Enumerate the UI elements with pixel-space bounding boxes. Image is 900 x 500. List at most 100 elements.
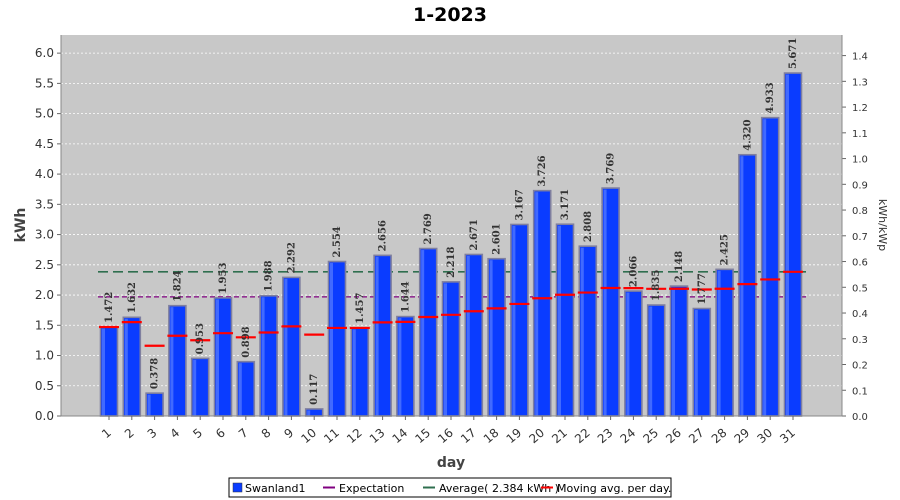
x-tick-label: 13: [367, 426, 388, 447]
data-label: 1.632: [127, 282, 138, 313]
data-label: 2.808: [583, 211, 594, 242]
data-label: 4.320: [742, 119, 753, 150]
bar-highlight: [512, 225, 516, 416]
x-tick-label: 9: [281, 426, 296, 442]
bar-highlight: [694, 310, 698, 416]
data-label: 2.656: [378, 220, 389, 251]
y2-tick-label: 0.4: [852, 309, 868, 320]
bar-highlight: [672, 287, 675, 416]
data-labels: 1.472 1.632 0.378 1.824 0.953 1.953 0.898 1.988…: [104, 38, 799, 405]
data-label: 2.218: [446, 247, 457, 278]
data-label: 5.671: [788, 38, 799, 69]
bar-highlight: [124, 318, 128, 416]
data-label: 3.171: [560, 189, 571, 220]
y2-tick-label: 0.0: [852, 412, 868, 423]
data-label: 1.953: [218, 263, 229, 294]
data-label: 4.933: [765, 82, 776, 113]
y2-tick-label: 0.7: [852, 232, 868, 243]
x-tick-label: 29: [732, 426, 753, 447]
y2-tick-label: 0.5: [852, 283, 868, 294]
y2-tick-label: 1.3: [852, 77, 868, 88]
bar-highlight: [398, 318, 402, 416]
y-tick-label: 5.0: [35, 107, 54, 121]
data-label: 0.953: [195, 323, 206, 354]
data-label: 2.671: [469, 219, 480, 250]
bar-highlight: [580, 247, 584, 416]
x-tick-label: 3: [145, 426, 160, 442]
data-label: 2.292: [286, 242, 297, 273]
x-tick-label: 20: [526, 426, 547, 447]
x-tick-label: 25: [640, 426, 661, 447]
bar-highlight: [284, 278, 288, 416]
x-tick-label: 19: [504, 426, 525, 447]
x-tick-label: 23: [595, 426, 616, 447]
data-label: 2.601: [492, 223, 503, 254]
x-tick-label: 12: [344, 426, 365, 447]
data-label: 2.148: [674, 251, 685, 282]
chart-title: 1-2023: [413, 4, 487, 26]
x-tick-label: 31: [777, 426, 798, 447]
x-tick-label: 17: [458, 426, 479, 447]
bar-highlight: [238, 363, 242, 416]
data-label: 0.898: [241, 326, 252, 357]
x-tick-label: 16: [435, 426, 456, 447]
bar-highlight: [375, 256, 379, 416]
legend-label: Average( 2.384 kWh ): [439, 482, 559, 495]
x-tick-label: 28: [709, 426, 730, 447]
y2-tick-label: 0.1: [852, 386, 868, 397]
bar-highlight: [444, 283, 447, 416]
data-label: 1.644: [400, 281, 411, 312]
y-tick-label: 4.5: [35, 137, 54, 151]
legend-swatch-swanland1: [232, 482, 243, 493]
x-tick-label: 24: [618, 426, 639, 447]
data-label: 0.378: [150, 358, 161, 389]
y2-tick-label: 0.3: [852, 335, 868, 346]
bar-highlight: [763, 119, 767, 416]
x-tick-label: 11: [321, 426, 342, 447]
data-label: 1.824: [172, 270, 183, 301]
bar-highlight: [558, 225, 561, 416]
y-tick-label: 3.5: [35, 197, 54, 211]
bar-highlight: [421, 250, 425, 416]
bar-highlight: [717, 270, 721, 416]
y2-tick-label: 1.1: [852, 129, 868, 140]
x-axis: 1 2 3 4 5 6 7 8 9 10 11 12 13 14 15 16 17 18 19 20 21 22 23 24 2…: [61, 415, 842, 447]
bar-highlight: [740, 156, 744, 416]
bar-highlight: [535, 192, 539, 416]
data-label: 3.769: [606, 153, 617, 184]
bars: [99, 72, 803, 417]
y2-tick-label: 0.8: [852, 206, 868, 217]
y2-tick-label: 1.4: [852, 52, 868, 63]
x-tick-label: 26: [663, 426, 684, 447]
x-tick-label: 8: [259, 426, 274, 442]
bar-highlight: [489, 260, 493, 416]
bar-highlight: [170, 307, 174, 416]
y2-axis-title: kWh/kWp: [876, 199, 889, 251]
y-tick-label: 3.0: [35, 228, 54, 242]
y-tick-label: 1.5: [35, 318, 54, 332]
legend-label: Swanland1: [245, 482, 305, 495]
y-axis-title: kWh: [13, 208, 29, 243]
data-label: 3.726: [537, 155, 548, 186]
x-tick-label: 5: [190, 426, 205, 442]
bar-highlight: [193, 359, 197, 416]
data-label: 3.167: [514, 189, 525, 220]
bar-highlight: [626, 292, 630, 416]
y-tick-label: 0.5: [35, 379, 54, 393]
bar-highlight: [216, 299, 219, 416]
data-label: 1.457: [355, 293, 366, 324]
x-tick-label: 6: [213, 426, 228, 442]
data-label: 2.769: [423, 213, 434, 244]
legend-box: [228, 477, 672, 498]
y-tick-label: 2.5: [35, 258, 54, 272]
y2-tick-label: 0.2: [852, 361, 868, 372]
bar-highlight: [786, 74, 789, 416]
moving-average-marks: [99, 270, 803, 347]
x-tick-label: 10: [298, 426, 319, 447]
y-tick-label: 6.0: [35, 46, 54, 60]
y-tick-label: 0.0: [35, 409, 54, 423]
bar-highlight: [352, 329, 356, 416]
y2-tick-label: 0.6: [852, 258, 868, 269]
x-tick-label: 2: [122, 426, 137, 442]
data-label: 2.554: [332, 226, 343, 257]
